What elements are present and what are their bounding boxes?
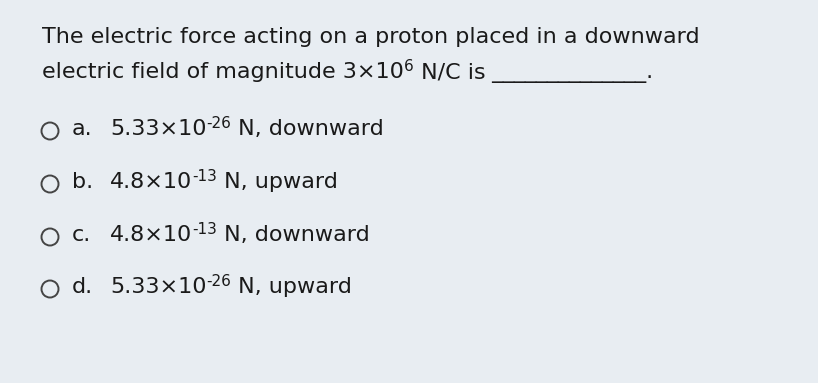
Text: a.: a. (72, 119, 92, 139)
Text: The electric force acting on a proton placed in a downward: The electric force acting on a proton pl… (42, 27, 699, 47)
Text: -26: -26 (206, 274, 231, 289)
Text: 4.8×10: 4.8×10 (110, 225, 192, 245)
Text: N, downward: N, downward (217, 225, 370, 245)
Text: -13: -13 (192, 222, 217, 237)
Text: 5.33×10: 5.33×10 (110, 119, 206, 139)
Text: N, upward: N, upward (217, 172, 338, 192)
Text: N, upward: N, upward (231, 277, 353, 297)
Text: c.: c. (72, 225, 92, 245)
Text: 4.8×10: 4.8×10 (110, 172, 192, 192)
Text: d.: d. (72, 277, 93, 297)
Text: 5.33×10: 5.33×10 (110, 277, 206, 297)
Text: -26: -26 (206, 116, 231, 131)
Text: 6: 6 (404, 59, 414, 74)
Text: N, downward: N, downward (231, 119, 384, 139)
Text: -13: -13 (192, 169, 217, 184)
Text: electric field of magnitude 3×10: electric field of magnitude 3×10 (42, 62, 404, 82)
Text: N/C is: N/C is (414, 62, 485, 82)
Text: b.: b. (72, 172, 93, 192)
Text: ______________.: ______________. (485, 63, 654, 83)
